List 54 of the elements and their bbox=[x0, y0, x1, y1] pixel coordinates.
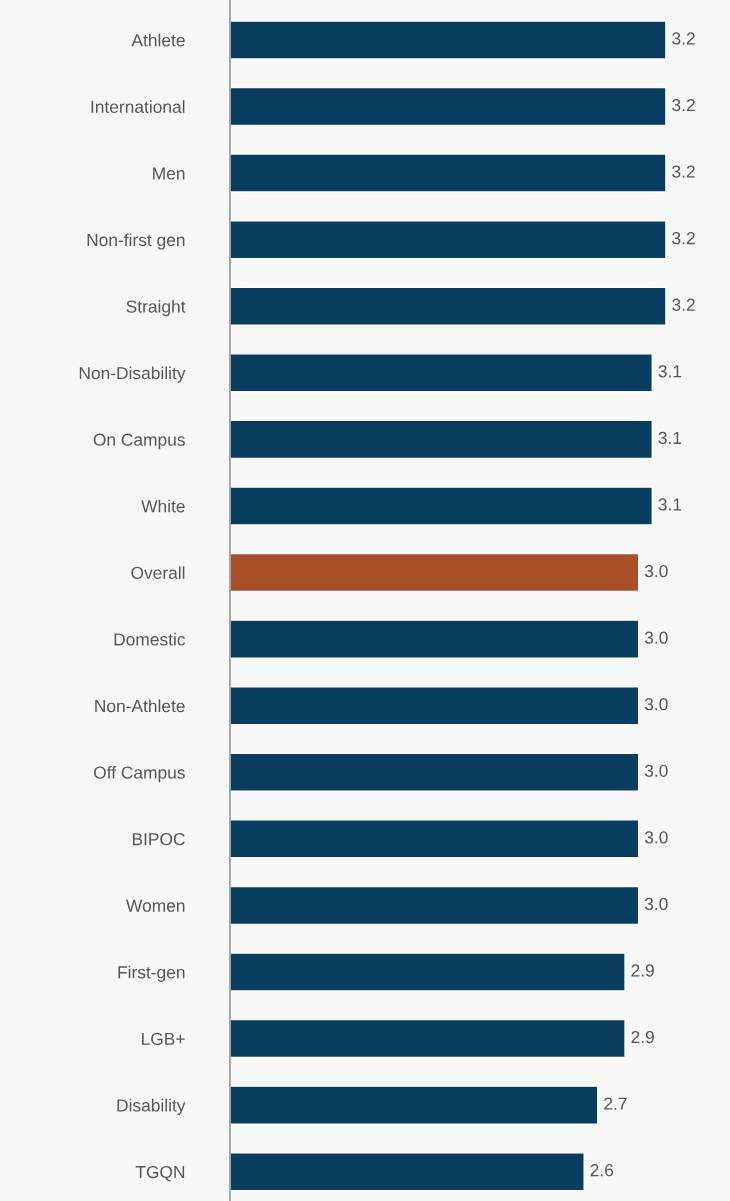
bar bbox=[229, 885, 640, 926]
bar bbox=[229, 619, 640, 659]
bar bbox=[229, 419, 653, 460]
bar bbox=[229, 153, 667, 193]
bar bbox=[229, 752, 640, 792]
y-tick-label: Non-Athlete bbox=[95, 699, 185, 713]
y-tick-label: White bbox=[141, 499, 185, 513]
y-tick-label: Non-first gen bbox=[87, 233, 185, 250]
bar bbox=[229, 552, 640, 593]
data-label: 3.1 bbox=[658, 431, 682, 445]
bar bbox=[229, 486, 653, 526]
data-label: 3.2 bbox=[672, 232, 695, 245]
y-tick-label: Overall bbox=[131, 566, 185, 579]
y-tick-label: First-gen bbox=[118, 965, 185, 982]
data-label: 3.0 bbox=[644, 698, 668, 711]
bar bbox=[229, 819, 640, 859]
data-label: 3.0 bbox=[644, 764, 668, 777]
data-label: 3.2 bbox=[672, 98, 695, 112]
y-tick-label: TGQN bbox=[135, 1165, 185, 1182]
bar bbox=[229, 952, 626, 992]
y-tick-label: Domestic bbox=[114, 632, 186, 646]
bar bbox=[229, 1085, 599, 1125]
data-label: 3.2 bbox=[672, 32, 695, 45]
data-label: 3.0 bbox=[644, 831, 668, 844]
data-label: 3.2 bbox=[672, 165, 695, 178]
bar bbox=[229, 86, 667, 127]
data-label: 3.0 bbox=[644, 897, 668, 911]
bar bbox=[229, 353, 653, 393]
bar bbox=[229, 286, 667, 326]
data-label: 2.9 bbox=[631, 1030, 654, 1044]
data-label: 3.0 bbox=[644, 564, 668, 578]
y-tick-label: BIPOC bbox=[132, 833, 185, 846]
data-label: 3.1 bbox=[658, 365, 682, 378]
y-tick-label: On Campus bbox=[93, 433, 185, 450]
data-label: 3.2 bbox=[672, 298, 695, 311]
y-tick-label: Non-Disability bbox=[79, 366, 186, 383]
y-tick-label: Men bbox=[153, 167, 185, 180]
data-label: 2.7 bbox=[604, 1097, 627, 1110]
bar bbox=[229, 219, 667, 260]
data-label: 3.1 bbox=[658, 498, 682, 511]
y-tick-label: Women bbox=[126, 899, 185, 912]
data-label: 3.0 bbox=[644, 631, 668, 644]
y-tick-label: LGB+ bbox=[142, 1032, 185, 1046]
bar bbox=[229, 1018, 626, 1059]
y-tick-label: Disability bbox=[117, 1098, 186, 1116]
bar bbox=[229, 20, 667, 60]
y-tick-label: Athlete bbox=[131, 33, 185, 47]
bar bbox=[229, 686, 640, 726]
data-label: 2.6 bbox=[590, 1164, 614, 1177]
bar bbox=[229, 1152, 585, 1192]
data-label: 2.9 bbox=[631, 964, 654, 977]
y-tick-label: Straight bbox=[126, 299, 186, 317]
y-tick-label: International bbox=[91, 100, 185, 113]
y-tick-label: Off Campus bbox=[94, 765, 185, 783]
